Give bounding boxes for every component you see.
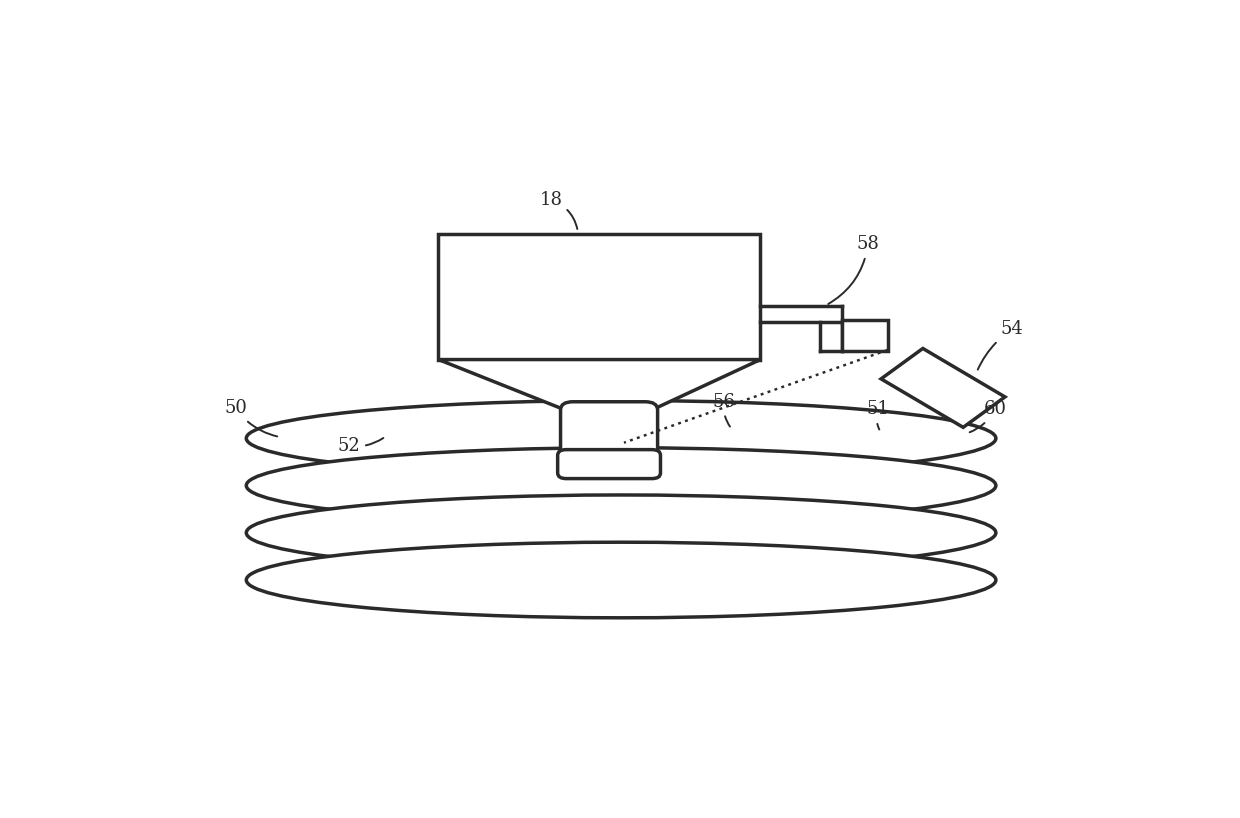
Text: 60: 60 — [970, 400, 1007, 432]
Text: 51: 51 — [866, 400, 889, 429]
FancyBboxPatch shape — [842, 320, 888, 352]
FancyBboxPatch shape — [882, 348, 1004, 427]
Text: 58: 58 — [828, 236, 879, 304]
Ellipse shape — [247, 401, 996, 476]
FancyBboxPatch shape — [558, 450, 661, 479]
Ellipse shape — [247, 495, 996, 571]
FancyBboxPatch shape — [439, 234, 760, 360]
Text: 18: 18 — [539, 191, 578, 229]
Text: 50: 50 — [224, 399, 278, 437]
FancyBboxPatch shape — [560, 402, 657, 466]
Ellipse shape — [247, 542, 996, 618]
Text: 56: 56 — [712, 393, 735, 427]
Text: 52: 52 — [337, 437, 383, 455]
Ellipse shape — [247, 447, 996, 524]
Text: 54: 54 — [978, 321, 1023, 370]
Polygon shape — [439, 360, 760, 413]
